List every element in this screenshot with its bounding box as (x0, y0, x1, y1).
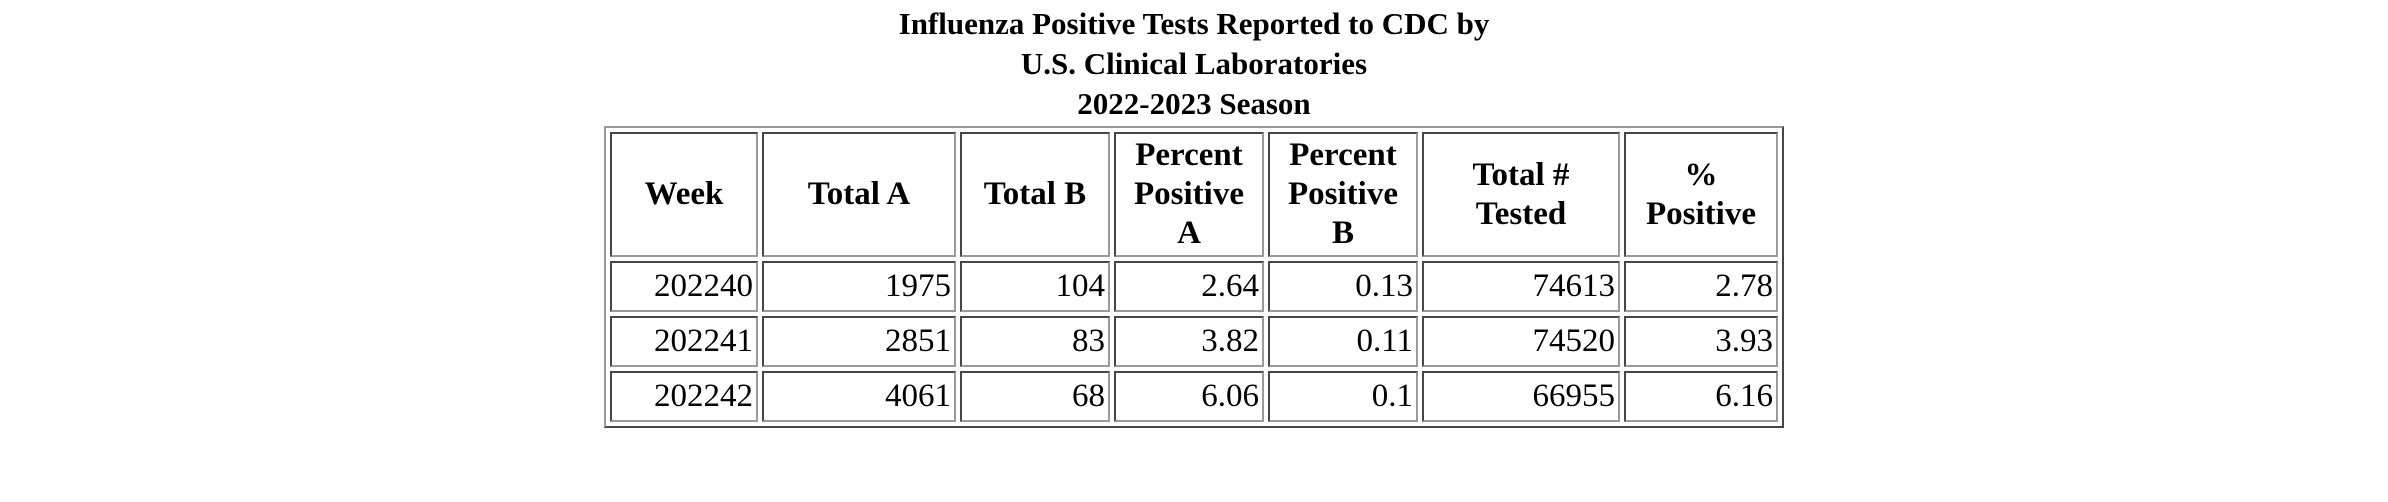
cell-percent-positive-a: 6.06 (1114, 371, 1264, 422)
header-total-a: Total A (762, 132, 956, 257)
cell-week: 202241 (610, 316, 758, 367)
cell-total-tested: 66955 (1422, 371, 1620, 422)
cell-total-tested: 74613 (1422, 261, 1620, 312)
influenza-tests-table: Week Total A Total B Percent Positive A P… (604, 126, 1784, 428)
header-total-b: Total B (960, 132, 1110, 257)
cell-percent-positive: 3.93 (1624, 316, 1778, 367)
table-row: 202240 1975 104 2.64 0.13 74613 2.78 (610, 261, 1778, 312)
table-caption: Influenza Positive Tests Reported to CDC… (0, 4, 2388, 124)
cell-percent-positive: 6.16 (1624, 371, 1778, 422)
header-percent-positive-a: Percent Positive A (1114, 132, 1264, 257)
cell-total-a: 1975 (762, 261, 956, 312)
cell-total-b: 68 (960, 371, 1110, 422)
caption-line-3: 2022-2023 Season (1077, 86, 1311, 121)
header-total-tested: Total # Tested (1422, 132, 1620, 257)
caption-line-1: Influenza Positive Tests Reported to CDC… (898, 6, 1490, 41)
cell-week: 202242 (610, 371, 758, 422)
cell-percent-positive-a: 2.64 (1114, 261, 1264, 312)
cell-total-b: 83 (960, 316, 1110, 367)
cell-week: 202240 (610, 261, 758, 312)
page-content: Influenza Positive Tests Reported to CDC… (0, 4, 2388, 428)
header-week: Week (610, 132, 758, 257)
caption-line-2: U.S. Clinical Laboratories (1020, 46, 1368, 81)
table-row: 202242 4061 68 6.06 0.1 66955 6.16 (610, 371, 1778, 422)
cell-percent-positive-b: 0.13 (1268, 261, 1418, 312)
table-row: 202241 2851 83 3.82 0.11 74520 3.93 (610, 316, 1778, 367)
header-row: Week Total A Total B Percent Positive A P… (610, 132, 1778, 257)
cell-percent-positive: 2.78 (1624, 261, 1778, 312)
cell-percent-positive-b: 0.11 (1268, 316, 1418, 367)
cell-percent-positive-a: 3.82 (1114, 316, 1264, 367)
cell-total-a: 4061 (762, 371, 956, 422)
header-percent-positive-b-line-2: Positive B (1288, 176, 1398, 251)
cell-percent-positive-b: 0.1 (1268, 371, 1418, 422)
cell-total-tested: 74520 (1422, 316, 1620, 367)
header-percent-positive: % Positive (1624, 132, 1778, 257)
cell-total-b: 104 (960, 261, 1110, 312)
cell-total-a: 2851 (762, 316, 956, 367)
header-percent-positive-a-line-1: Percent (1135, 137, 1243, 173)
header-percent-positive-b-line-1: Percent (1289, 137, 1397, 173)
header-percent-positive-b: Percent Positive B (1268, 132, 1418, 257)
header-percent-positive-a-line-2: Positive A (1134, 176, 1244, 251)
